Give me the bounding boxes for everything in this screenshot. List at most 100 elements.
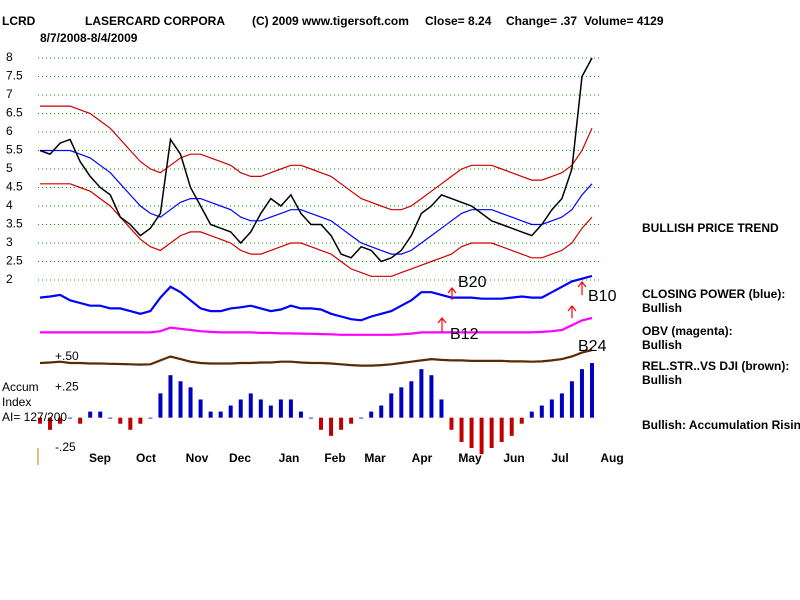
- x-tick-label: Oct: [136, 451, 156, 465]
- accum-bar: [48, 417, 53, 430]
- price-line: [40, 149, 593, 255]
- indicator-line: [40, 316, 593, 336]
- indicator-line: [39, 274, 593, 322]
- company: LASERCARD CORPORA: [85, 14, 225, 28]
- accum-label: AI= 127/200: [2, 410, 67, 424]
- accum-tick-label: +.50: [55, 349, 79, 363]
- x-tick-label: Aug: [600, 451, 623, 465]
- accum-bar: [118, 417, 123, 424]
- y-tick-label: 6.5: [6, 106, 23, 120]
- accum-bar: [38, 417, 42, 424]
- accum-bar: [158, 393, 163, 418]
- accum-bar: [379, 405, 384, 418]
- x-tick-label: Mar: [364, 451, 386, 465]
- copyright: (C) 2009 www.tigersoft.com: [252, 14, 409, 28]
- signal-label: B10: [588, 288, 617, 305]
- x-tick-label: Jul: [551, 451, 568, 465]
- change: Change= .37: [506, 14, 577, 28]
- accum-bar: [88, 411, 93, 418]
- accum-bar: [329, 417, 334, 436]
- accum-bar: [268, 405, 273, 418]
- accum-bar: [168, 375, 173, 418]
- side-label: OBV (magenta):: [642, 324, 733, 338]
- accum-bar: [429, 375, 434, 418]
- side-label: Bullish: [642, 301, 682, 315]
- signal-label: B12: [450, 326, 479, 343]
- accum-bar: [469, 417, 474, 448]
- accum-bar: [349, 417, 354, 424]
- signal-arrowhead: [577, 281, 587, 288]
- accum-bar: [148, 417, 153, 419]
- accum-tick-label: +.25: [55, 380, 79, 394]
- accum-bar: [559, 393, 564, 418]
- y-tick-label: 5.5: [6, 143, 23, 157]
- accum-bar: [359, 417, 364, 419]
- accum-bar: [509, 417, 514, 436]
- price-line: [40, 183, 593, 277]
- accum-bar: [489, 417, 494, 448]
- symbol: LCRD: [2, 14, 36, 28]
- x-tick-label: Jan: [279, 451, 300, 465]
- x-tick-label: May: [458, 451, 482, 465]
- accum-bar: [218, 411, 223, 418]
- y-tick-label: 4: [6, 198, 13, 212]
- x-tick-label: Apr: [412, 451, 433, 465]
- signal-label: B20: [458, 274, 487, 291]
- accum-bar: [68, 417, 73, 419]
- accum-bar: [519, 417, 524, 424]
- signal-arrowhead: [437, 317, 447, 324]
- signal-arrowhead: [447, 287, 457, 294]
- accum-bar: [178, 381, 183, 418]
- accum-bar: [579, 369, 584, 418]
- x-tick-label: Feb: [324, 451, 345, 465]
- y-tick-label: 2.5: [6, 254, 23, 268]
- signal-label: B24: [578, 338, 607, 355]
- accum-bar: [128, 417, 133, 430]
- side-label: BULLISH PRICE TREND: [642, 221, 779, 235]
- close: Close= 8.24: [425, 14, 492, 28]
- accum-bar: [439, 399, 444, 418]
- side-label: Bullish: [642, 373, 682, 387]
- y-tick-label: 4.5: [6, 180, 23, 194]
- accum-bar: [228, 405, 233, 418]
- accum-bar: [419, 369, 424, 418]
- accum-bar: [369, 411, 374, 418]
- accum-bar: [539, 405, 544, 418]
- accum-bar: [138, 417, 143, 424]
- accum-label: Index: [2, 395, 31, 409]
- accum-bar: [258, 399, 263, 418]
- indicator-line: [39, 348, 593, 367]
- signal-arrowhead: [567, 305, 577, 312]
- accum-bar: [529, 411, 534, 418]
- accum-bar: [78, 417, 83, 424]
- y-tick-label: 6: [6, 124, 13, 138]
- accum-tick-label: -.25: [55, 440, 76, 454]
- accum-bar: [298, 411, 303, 418]
- accum-bar: [459, 417, 464, 442]
- x-tick-label: Jun: [503, 451, 524, 465]
- accum-bar: [108, 417, 113, 419]
- accum-bar: [248, 393, 253, 418]
- y-tick-label: 8: [6, 50, 13, 64]
- x-tick-label: Dec: [229, 451, 251, 465]
- y-tick-label: 7: [6, 87, 13, 101]
- y-tick-label: 5: [6, 161, 13, 175]
- accum-label: Accum: [2, 380, 39, 394]
- accum-bar: [479, 417, 484, 455]
- accum-bar: [549, 399, 554, 418]
- x-tick-label: Sep: [89, 451, 111, 465]
- side-label: Bullish: Accumulation Rising: [642, 418, 800, 432]
- accum-bar: [449, 417, 454, 430]
- price-line: [40, 105, 593, 211]
- price-line: [39, 57, 593, 263]
- accum-bar: [198, 399, 203, 418]
- accum-bar: [278, 399, 283, 418]
- accum-bar: [288, 399, 293, 418]
- accum-bar: [238, 399, 243, 418]
- date-range: 8/7/2008-8/4/2009: [40, 31, 138, 45]
- volume: Volume= 4129: [584, 14, 664, 28]
- side-label: REL.STR..VS DJI (brown):: [642, 359, 789, 373]
- accum-bar: [188, 387, 193, 418]
- accum-bar: [569, 381, 574, 418]
